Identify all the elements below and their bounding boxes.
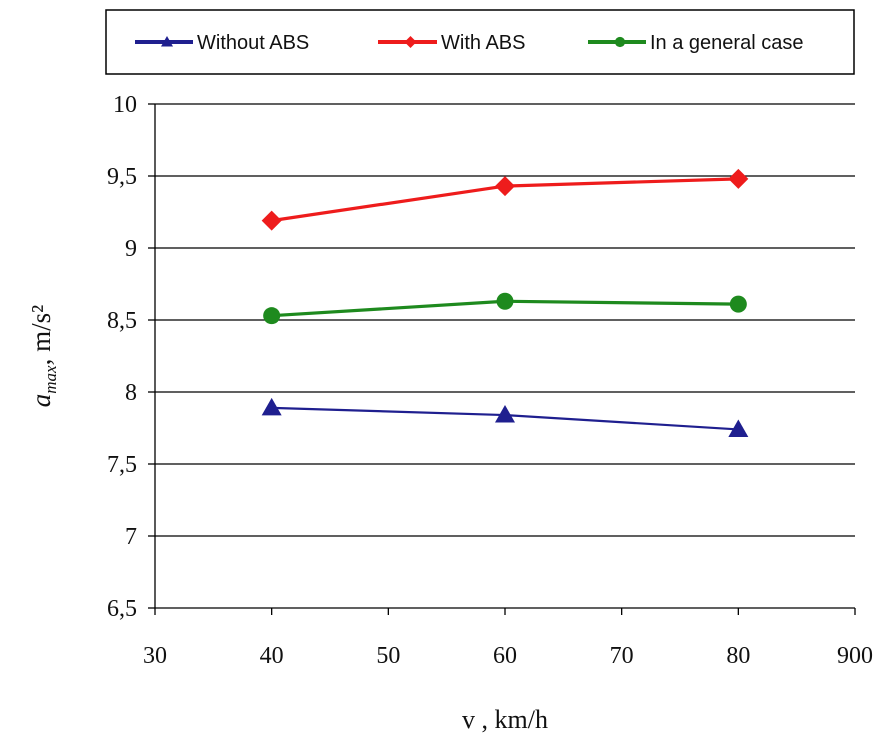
legend-item-in-a-general-case: In a general case [588,32,803,54]
y-axis-label-unit: , m/s² [26,305,56,366]
plot-area [261,168,749,437]
x-tick-labels: 30 40 50 60 70 80 900 [143,643,873,669]
y-tick-label: 10 [113,92,137,118]
x-tick-label: 60 [493,643,517,669]
y-tick-label: 8,5 [107,308,137,334]
data-point-without-abs [728,419,749,437]
data-point-in-a-general-case [263,307,281,325]
grid-lines [155,103,855,537]
legend-label-with-abs: With ABS [441,32,525,54]
x-tick-label: 80 [726,643,750,669]
data-point-with-abs [728,168,749,189]
x-tick-label: 40 [260,643,284,669]
x-tick-label: 70 [610,643,634,669]
y-tick-label: 9,5 [107,164,137,190]
data-point-with-abs [495,176,515,197]
y-tick-label: 8 [125,380,137,406]
y-tick-label: 7 [125,524,137,550]
y-axis-label: amax, m/s² [26,305,60,407]
data-point-in-a-general-case [729,295,747,313]
data-point-without-abs [261,397,282,416]
legend-box [105,9,855,75]
data-point-in-a-general-case [496,292,514,310]
legend-marker-without-abs [161,36,173,47]
x-tick-label: 30 [143,643,167,669]
x-axis-label: v , km/h [462,705,548,734]
y-tick-labels: 6,5 7 7,5 8 8,5 9 9,5 10 [107,92,137,622]
y-tick-label: 6,5 [107,596,137,622]
axes [148,103,856,615]
legend-item-without-abs: Without ABS [135,32,309,54]
series-without-abs [261,397,749,437]
series-with-abs [261,168,749,231]
data-point-without-abs [495,405,515,423]
legend-label-without-abs: Without ABS [197,32,309,54]
x-tick-label: 900 [837,643,873,669]
y-tick-label: 9 [125,236,137,262]
legend-marker-in-a-general-case [614,36,626,48]
data-point-with-abs [261,210,282,231]
legend: Without ABS With ABS In a general case [105,9,855,75]
y-axis-label-subscript: max [41,365,60,394]
legend-marker-with-abs [404,36,417,48]
y-tick-label: 7,5 [107,452,137,478]
legend-item-with-abs: With ABS [378,32,525,54]
y-axis-label-symbol: a [26,394,56,408]
legend-label-in-a-general-case: In a general case [650,32,803,54]
series-in-a-general-case [263,292,747,325]
x-tick-label: 50 [376,643,400,669]
